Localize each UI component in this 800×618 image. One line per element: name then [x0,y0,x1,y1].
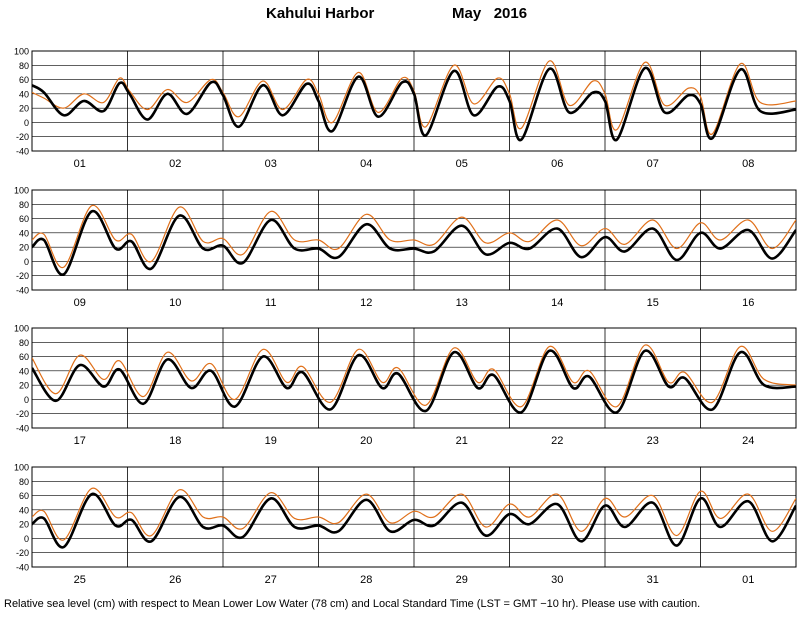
y-tick-label: 60 [19,352,29,362]
day-label: 11 [265,297,276,309]
observed-series-line [32,492,796,549]
day-label: 29 [456,574,468,586]
y-tick-label: -20 [16,271,29,281]
tide-panel-4: -40 -20 0 20 40 60 80 100 25 26 27 28 29 30 31 01 [14,463,797,586]
y-tick-label: 80 [19,61,29,71]
caption: Relative sea level (cm) with respect to … [4,598,701,610]
y-tick-label: 40 [19,228,29,238]
observed-series-line [32,210,796,276]
y-tick-label: 100 [14,186,29,196]
day-label: 09 [74,297,86,309]
y-tick-label: 0 [24,118,29,128]
y-tick-label: 100 [14,324,29,334]
y-tick-label: 100 [14,47,29,57]
y-tick-label: -40 [16,147,29,157]
day-label: 27 [265,574,277,586]
y-tick-label: 80 [19,200,29,210]
predicted-series-line [32,487,796,541]
day-label: 03 [265,158,277,170]
day-label: 21 [456,435,468,447]
y-tick-label: 0 [24,257,29,267]
day-label: 19 [265,435,277,447]
predicted-series-line [32,60,796,135]
day-label: 20 [360,435,372,447]
observed-series-line [32,66,796,142]
y-tick-label: 60 [19,491,29,501]
tide-panel-3: -40 -20 0 20 40 60 80 100 17 18 19 20 21 22 23 24 [14,324,797,447]
y-tick-label: 0 [24,395,29,405]
day-label: 26 [169,574,181,586]
plot-frame [31,327,797,429]
y-tick-label: -40 [16,563,29,573]
day-label: 06 [551,158,563,170]
y-tick-label: -20 [16,548,29,558]
day-label: 25 [74,574,86,586]
day-label: 05 [456,158,468,170]
day-label: 12 [360,297,372,309]
y-tick-label: -40 [16,424,29,434]
y-tick-label: -20 [16,409,29,419]
chart-title: Kahului Harbor May 2016 [0,5,800,25]
y-tick-label: 80 [19,477,29,487]
station-name: Kahului Harbor [266,5,375,22]
day-label: 08 [742,158,754,170]
day-label: 22 [551,435,563,447]
day-label: 13 [456,297,468,309]
day-label: 24 [742,435,754,447]
day-label: 31 [647,574,659,586]
y-tick-label: 40 [19,89,29,99]
y-tick-label: 40 [19,366,29,376]
day-label: 07 [647,158,659,170]
predicted-series-line [32,344,796,408]
title-month: May [452,5,482,22]
tide-panel-2: -40 -20 0 20 40 60 80 100 09 10 11 12 13 14 15 16 [14,186,797,309]
y-tick-label: 20 [19,520,29,530]
predicted-series-line [32,205,796,268]
y-tick-label: 20 [19,381,29,391]
day-label: 16 [742,297,754,309]
title-year: 2016 [493,5,528,22]
observed-series-line [32,349,796,414]
y-tick-label: 60 [19,75,29,85]
day-label: 23 [647,435,659,447]
y-tick-label: -20 [16,132,29,142]
y-tick-label: -40 [16,286,29,296]
title-month-year: May 2016 [452,5,527,22]
y-tick-label: 100 [14,463,29,473]
y-tick-label: 40 [19,505,29,515]
day-label: 14 [551,297,563,309]
day-label: 04 [360,158,372,170]
day-label: 10 [169,297,181,309]
day-label: 01 [742,574,754,586]
tide-panel-1: -40 -20 0 20 40 60 80 100 01 02 03 04 05 06 07 08 [14,47,797,170]
y-tick-label: 20 [19,243,29,253]
day-label: 17 [74,435,86,447]
day-label: 01 [74,158,86,170]
day-label: 30 [551,574,563,586]
day-label: 28 [360,574,372,586]
day-label: 15 [647,297,659,309]
y-tick-label: 60 [19,214,29,224]
day-label: 18 [169,435,181,447]
y-tick-label: 0 [24,534,29,544]
y-tick-label: 80 [19,338,29,348]
y-tick-label: 20 [19,104,29,114]
day-label: 02 [169,158,181,170]
